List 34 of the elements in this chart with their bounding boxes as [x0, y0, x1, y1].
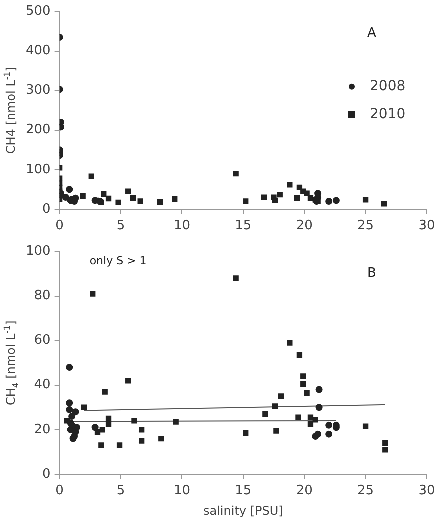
- x-tick-label: 25: [358, 484, 374, 499]
- y-tick-label: 100: [26, 162, 51, 178]
- y-tick-label: 0: [42, 466, 51, 482]
- x-tick-label: 0: [56, 484, 64, 499]
- legend-label: 2010: [370, 106, 406, 123]
- y-tick-label: 100: [26, 244, 51, 260]
- x-tick-label: 10: [174, 218, 190, 234]
- x-tick-label: 15: [235, 484, 252, 499]
- x-tick-label: 20: [296, 484, 313, 499]
- x-tick-label: 15: [235, 218, 252, 234]
- y-tick-label: 20: [34, 422, 51, 438]
- y-axis-title: CH4 [nmol L-1]: [2, 67, 18, 154]
- y-tick-label: 500: [26, 4, 51, 20]
- y-tick-label: 0: [42, 202, 51, 217]
- legend-label: 2008: [370, 78, 406, 95]
- y-tick-label: 40: [34, 378, 51, 393]
- x-axis-title: salinity [PSU]: [203, 504, 284, 518]
- y-tick-label: 300: [26, 83, 51, 98]
- x-tick-label: 30: [418, 218, 436, 234]
- y-tick-label: 80: [34, 288, 51, 304]
- y-tick-label: 60: [34, 333, 51, 348]
- annotation: B: [368, 266, 376, 282]
- y-tick-label: 200: [26, 122, 51, 138]
- x-tick-label: 30: [418, 484, 436, 499]
- x-tick-label: 5: [116, 484, 126, 499]
- x-tick-label: 5: [116, 218, 126, 234]
- x-tick-label: 0: [56, 218, 64, 234]
- x-tick-label: 10: [174, 484, 190, 499]
- annotation: only S > 1: [90, 254, 147, 268]
- x-tick-label: 25: [358, 218, 374, 234]
- x-tick-label: 20: [296, 218, 313, 234]
- y-tick-label: 400: [26, 44, 51, 59]
- y-axis-title: CH4 [nmol L-1]: [2, 320, 20, 406]
- annotation: A: [368, 26, 377, 42]
